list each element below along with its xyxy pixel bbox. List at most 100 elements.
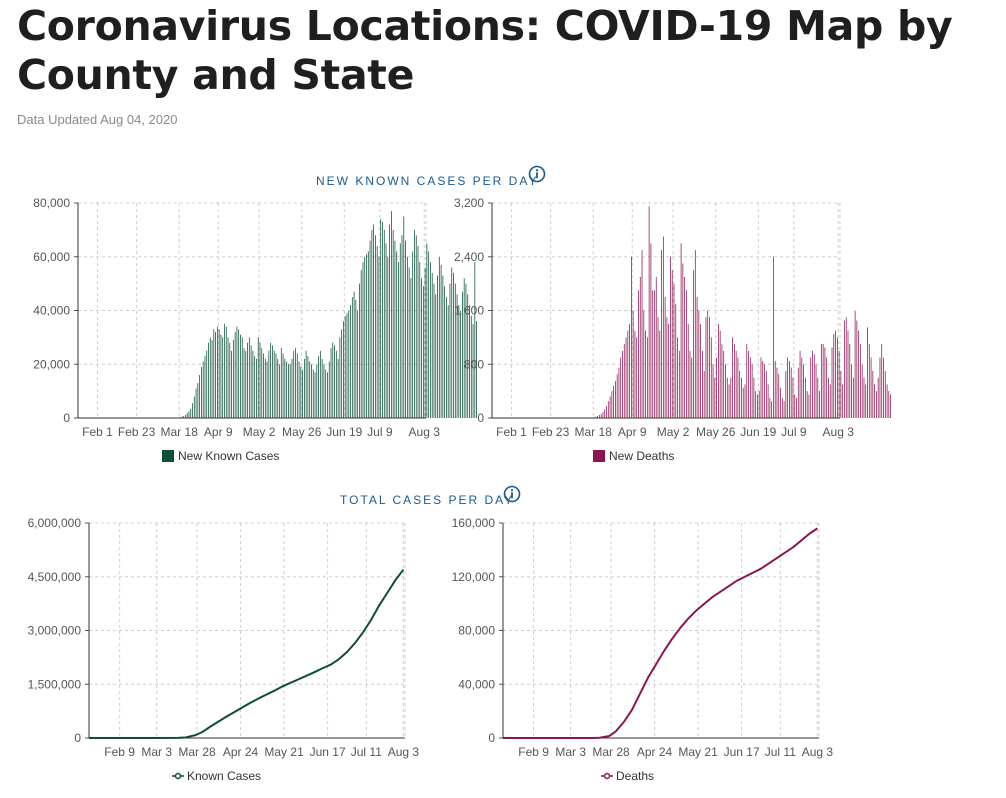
bar xyxy=(195,388,197,418)
bar xyxy=(684,276,686,418)
bar xyxy=(806,391,808,419)
bar xyxy=(323,364,325,418)
bar xyxy=(312,369,314,419)
bar xyxy=(371,229,373,419)
legend-label[interactable]: New Deaths xyxy=(609,449,674,463)
x-tick-label: Mar 18 xyxy=(575,425,613,439)
legend-swatch[interactable] xyxy=(593,450,605,462)
bar xyxy=(209,337,211,419)
bar xyxy=(355,299,357,418)
bar xyxy=(181,416,183,418)
bar xyxy=(856,320,858,418)
bar xyxy=(259,342,261,418)
legend-marker[interactable] xyxy=(603,772,611,780)
bar xyxy=(700,323,701,418)
bar xyxy=(771,401,773,418)
x-tick-label: Apr 24 xyxy=(223,745,259,759)
bar xyxy=(366,254,367,418)
x-tick-label: Jul 11 xyxy=(351,745,382,759)
bar xyxy=(211,340,213,418)
legend-label[interactable]: New Known Cases xyxy=(178,449,279,463)
bar xyxy=(387,256,389,418)
bar xyxy=(643,310,645,418)
bar xyxy=(293,350,295,418)
bar xyxy=(725,364,726,418)
bar xyxy=(767,384,769,418)
legend-swatch[interactable] xyxy=(162,450,174,462)
bar xyxy=(341,329,343,418)
legend-label[interactable]: Known Cases xyxy=(187,769,261,783)
bar xyxy=(723,350,725,418)
bar xyxy=(305,350,307,418)
bar xyxy=(650,243,652,418)
bar xyxy=(886,384,888,418)
bar xyxy=(311,364,312,418)
y-tick-label: 800 xyxy=(464,357,484,371)
x-tick-label: Feb 23 xyxy=(532,425,570,439)
bar xyxy=(250,345,252,418)
bar xyxy=(298,361,300,418)
y-tick-label: 4,500,000 xyxy=(28,570,82,584)
legend-label[interactable]: Deaths xyxy=(616,769,654,783)
bar xyxy=(890,394,891,418)
bar xyxy=(353,291,355,418)
bar xyxy=(677,337,678,419)
bar xyxy=(179,417,181,418)
bar xyxy=(224,323,225,418)
bar xyxy=(654,290,655,418)
bar xyxy=(252,350,254,418)
bar xyxy=(860,344,861,418)
info-icon[interactable] xyxy=(528,165,546,183)
bar xyxy=(264,358,266,419)
legend-marker[interactable] xyxy=(174,772,182,780)
bar xyxy=(883,357,884,418)
bar xyxy=(206,350,208,418)
bar xyxy=(426,243,428,418)
bar xyxy=(776,367,778,418)
bar xyxy=(718,323,719,418)
bar xyxy=(408,267,410,418)
bar xyxy=(453,272,454,419)
bar xyxy=(328,361,330,418)
bar xyxy=(414,229,415,419)
y-tick-label: 60,000 xyxy=(33,250,70,264)
bar xyxy=(406,256,408,418)
bar xyxy=(615,381,616,418)
bar xyxy=(266,361,268,418)
x-tick-label: Mar 28 xyxy=(178,745,216,759)
bar xyxy=(622,350,623,418)
bar xyxy=(213,329,215,418)
bar xyxy=(851,364,852,418)
bar xyxy=(790,367,792,418)
bar xyxy=(218,329,220,418)
bar xyxy=(472,323,474,418)
bar xyxy=(691,357,693,418)
x-tick-label: Feb 23 xyxy=(118,425,156,439)
bar xyxy=(872,370,874,418)
info-icon[interactable] xyxy=(503,485,521,503)
bar xyxy=(638,290,639,418)
bar xyxy=(854,310,856,418)
bar xyxy=(241,337,243,419)
bar xyxy=(844,320,845,418)
bar xyxy=(275,353,277,418)
bar xyxy=(746,344,748,418)
bar xyxy=(343,321,344,418)
bar xyxy=(449,283,451,419)
bar xyxy=(764,364,765,418)
bar xyxy=(316,364,318,418)
bar xyxy=(797,367,799,418)
bar xyxy=(433,283,435,419)
x-tick-label: Aug 3 xyxy=(409,425,441,439)
bar xyxy=(735,350,737,418)
x-tick-label: Aug 3 xyxy=(823,425,855,439)
bar xyxy=(702,350,703,418)
bar xyxy=(836,337,838,419)
bar xyxy=(874,384,875,418)
bar xyxy=(380,219,382,419)
bar xyxy=(826,357,828,418)
x-tick-label: Jun 17 xyxy=(310,745,346,759)
bar xyxy=(671,270,673,418)
bar xyxy=(261,348,263,419)
bar xyxy=(190,408,192,418)
